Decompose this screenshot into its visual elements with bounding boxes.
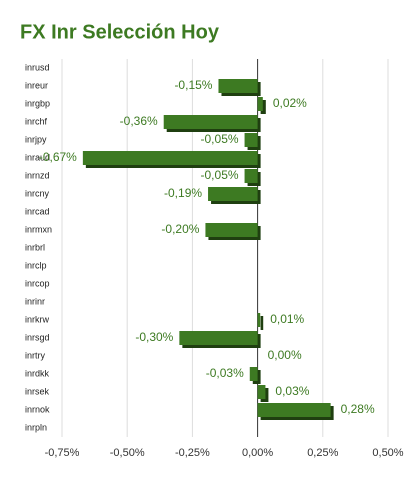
bar (244, 133, 258, 147)
bar (179, 331, 258, 345)
value-label: -0,30% (135, 330, 173, 344)
value-label: 0,28% (341, 402, 375, 416)
y-tick-label: inrinr (25, 296, 45, 306)
y-tick-label: inrdkk (25, 368, 50, 378)
bar (244, 169, 258, 183)
x-tick-label: -0,25% (175, 447, 210, 459)
bar (82, 151, 258, 165)
value-label: 0,00% (268, 348, 302, 362)
chart-title: FX Inr Selección Hoy (20, 21, 220, 43)
y-tick-label: inrclp (25, 260, 47, 270)
value-label: -0,05% (201, 168, 239, 182)
value-label: -0,05% (201, 132, 239, 146)
y-tick-label: inrnok (25, 404, 50, 414)
y-tick-label: inrsek (25, 386, 50, 396)
x-tick-label: -0,75% (45, 447, 80, 459)
value-label: -0,19% (164, 186, 202, 200)
x-tick-label: 0,25% (307, 447, 338, 459)
value-label: -0,15% (174, 78, 212, 92)
y-tick-label: inrtry (25, 350, 45, 360)
value-label: 0,03% (275, 384, 309, 398)
bar (163, 115, 258, 129)
y-tick-label: inrcop (25, 278, 50, 288)
bar-shadow (260, 316, 264, 330)
y-tick-label: inrbrl (25, 242, 45, 252)
y-tick-label: inrcad (25, 206, 50, 216)
x-tick-label: 0,50% (372, 447, 403, 459)
bar (257, 385, 266, 399)
value-label: -0,20% (161, 222, 199, 236)
y-tick-label: inrgbp (25, 98, 50, 108)
bar (257, 403, 331, 417)
value-label: 0,02% (273, 96, 307, 110)
y-tick-label: inraud (25, 152, 50, 162)
bar (218, 79, 258, 93)
y-tick-label: inrnzd (25, 170, 50, 180)
y-tick-label: inrkrw (25, 314, 49, 324)
y-tick-label: inrsgd (25, 332, 50, 342)
value-label: 0,01% (270, 312, 304, 326)
bar (257, 97, 263, 111)
x-tick-label: 0,00% (242, 447, 273, 459)
y-tick-label: inrchf (25, 116, 48, 126)
y-tick-label: inreur (25, 80, 48, 90)
y-tick-label: inrusd (25, 62, 50, 72)
x-tick-label: -0,50% (110, 447, 145, 459)
bar-shadow (260, 100, 266, 114)
bar (257, 313, 261, 327)
bar (208, 187, 258, 201)
value-label: -0,36% (120, 114, 158, 128)
y-tick-label: inrjpy (25, 134, 47, 144)
value-label: -0,03% (206, 366, 244, 380)
y-tick-label: inrpln (25, 422, 47, 432)
y-tick-label: inrcny (25, 188, 50, 198)
bar (205, 223, 258, 237)
bar (249, 367, 258, 381)
value-label: -0,67% (39, 150, 77, 164)
y-tick-label: inrmxn (25, 224, 52, 234)
